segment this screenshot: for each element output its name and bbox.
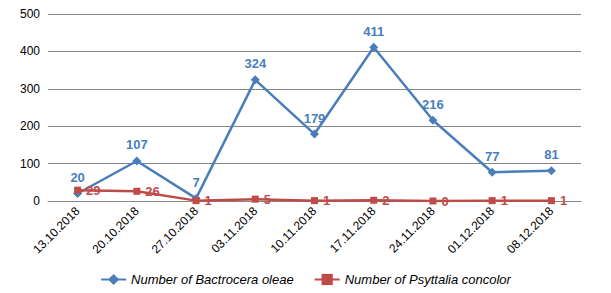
svg-text:0: 0: [441, 194, 448, 209]
svg-text:20: 20: [70, 170, 84, 185]
svg-text:2: 2: [382, 193, 389, 208]
svg-text:81: 81: [544, 147, 558, 162]
svg-text:27.10.2018: 27.10.2018: [149, 204, 202, 257]
svg-text:411: 411: [363, 24, 384, 39]
svg-text:Number of Bactrocera oleae: Number of Bactrocera oleae: [131, 272, 294, 287]
svg-text:0: 0: [33, 194, 40, 208]
svg-text:Number of Psyttalia concolor: Number of Psyttalia concolor: [345, 272, 512, 287]
svg-text:1: 1: [205, 193, 212, 208]
svg-text:324: 324: [244, 56, 266, 71]
svg-text:10.11.2018: 10.11.2018: [268, 204, 320, 256]
svg-text:03.11.2018: 03.11.2018: [209, 204, 261, 256]
svg-text:1: 1: [323, 193, 330, 208]
svg-text:17.11.2018: 17.11.2018: [327, 204, 379, 256]
svg-text:1: 1: [560, 193, 567, 208]
svg-text:216: 216: [422, 97, 444, 112]
svg-text:20.10.2018: 20.10.2018: [89, 204, 142, 257]
svg-text:5: 5: [264, 192, 271, 207]
svg-text:500: 500: [20, 7, 40, 21]
svg-text:179: 179: [304, 111, 326, 126]
svg-text:13.10.2018: 13.10.2018: [30, 204, 83, 257]
svg-text:7: 7: [192, 175, 199, 190]
svg-text:26: 26: [145, 184, 159, 199]
svg-text:100: 100: [20, 157, 40, 171]
svg-text:1: 1: [501, 193, 508, 208]
svg-text:01.12.2018: 01.12.2018: [445, 204, 498, 257]
svg-text:24.11.2018: 24.11.2018: [386, 204, 438, 256]
svg-text:400: 400: [20, 44, 40, 58]
svg-text:200: 200: [20, 119, 40, 133]
svg-text:77: 77: [485, 149, 499, 164]
svg-text:300: 300: [20, 82, 40, 96]
svg-text:107: 107: [126, 137, 148, 152]
svg-text:29: 29: [86, 183, 100, 198]
svg-text:08.12.2018: 08.12.2018: [504, 204, 557, 257]
